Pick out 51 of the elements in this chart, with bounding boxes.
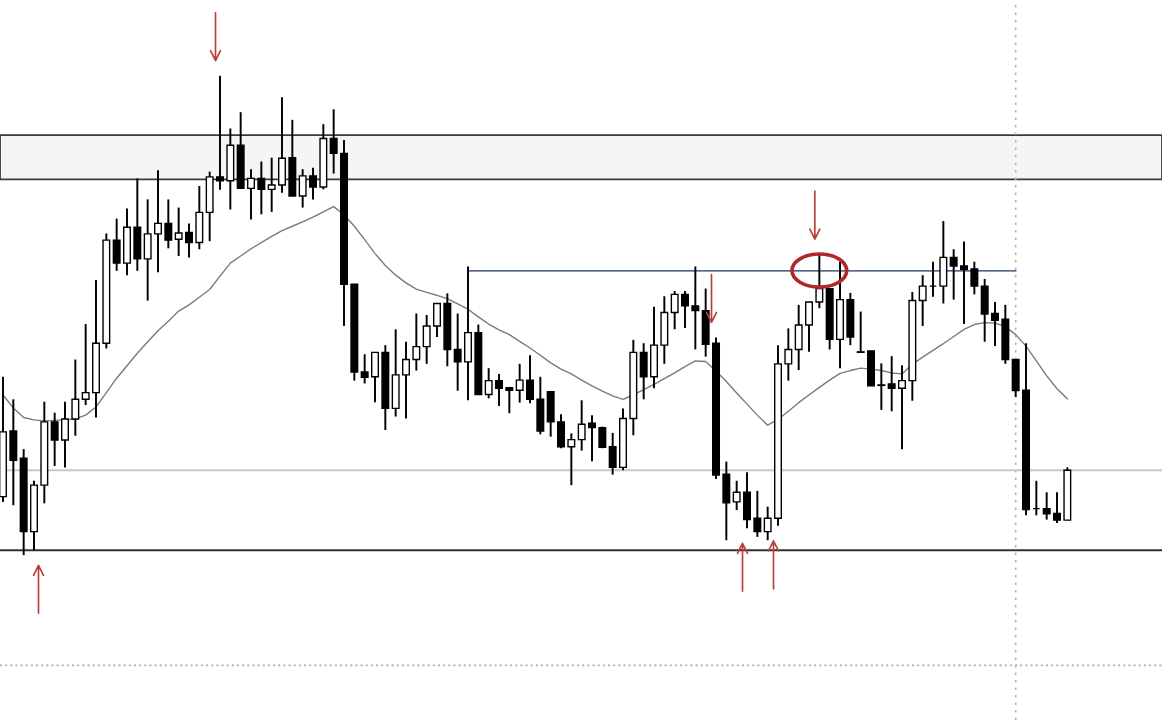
candlestick bbox=[877, 362, 886, 411]
candlestick bbox=[670, 290, 679, 331]
candlestick bbox=[246, 168, 256, 221]
candlestick bbox=[887, 355, 896, 413]
candlestick bbox=[1042, 491, 1051, 521]
candlestick bbox=[784, 327, 793, 382]
candlestick bbox=[763, 505, 772, 542]
candlestick bbox=[949, 248, 958, 301]
candlestick bbox=[815, 253, 824, 310]
candlestick bbox=[856, 310, 865, 354]
candlestick bbox=[267, 156, 276, 213]
candlestick bbox=[495, 372, 504, 407]
candlestick bbox=[453, 312, 462, 392]
candlestick bbox=[164, 198, 173, 250]
candlestick bbox=[588, 414, 597, 463]
candlestick bbox=[360, 353, 369, 385]
candlestick bbox=[298, 168, 307, 209]
candlestick bbox=[153, 169, 163, 274]
candlestick bbox=[402, 340, 411, 420]
candlestick bbox=[329, 108, 338, 175]
candlestick bbox=[918, 274, 927, 327]
candlestick bbox=[50, 411, 59, 467]
candlestick bbox=[732, 479, 741, 512]
candlestick bbox=[991, 301, 1000, 348]
candlestick bbox=[433, 302, 442, 338]
candlestick bbox=[577, 399, 586, 452]
candlestick bbox=[681, 290, 690, 329]
candlestick bbox=[112, 217, 121, 272]
candlestick bbox=[71, 358, 80, 437]
candlestick bbox=[567, 432, 576, 487]
candlestick bbox=[970, 260, 979, 296]
candlestick bbox=[1053, 491, 1062, 524]
candlestick bbox=[691, 265, 700, 351]
candlestick bbox=[608, 431, 617, 476]
candlestick bbox=[505, 386, 514, 415]
candlestick bbox=[174, 206, 183, 257]
candlestick bbox=[422, 313, 431, 365]
candlestick bbox=[526, 354, 535, 405]
candlestick bbox=[412, 312, 421, 372]
candlestick bbox=[753, 489, 762, 538]
candlestick bbox=[257, 160, 266, 216]
candlestick bbox=[484, 367, 493, 400]
candlestick bbox=[184, 222, 194, 259]
candlestick bbox=[960, 240, 969, 326]
candlestick bbox=[515, 362, 524, 404]
candlestick bbox=[81, 323, 90, 407]
candlestick bbox=[60, 400, 69, 469]
candlestick bbox=[215, 74, 225, 191]
candlestick bbox=[898, 364, 907, 451]
candlestick bbox=[805, 301, 814, 353]
candlestick bbox=[308, 166, 318, 201]
